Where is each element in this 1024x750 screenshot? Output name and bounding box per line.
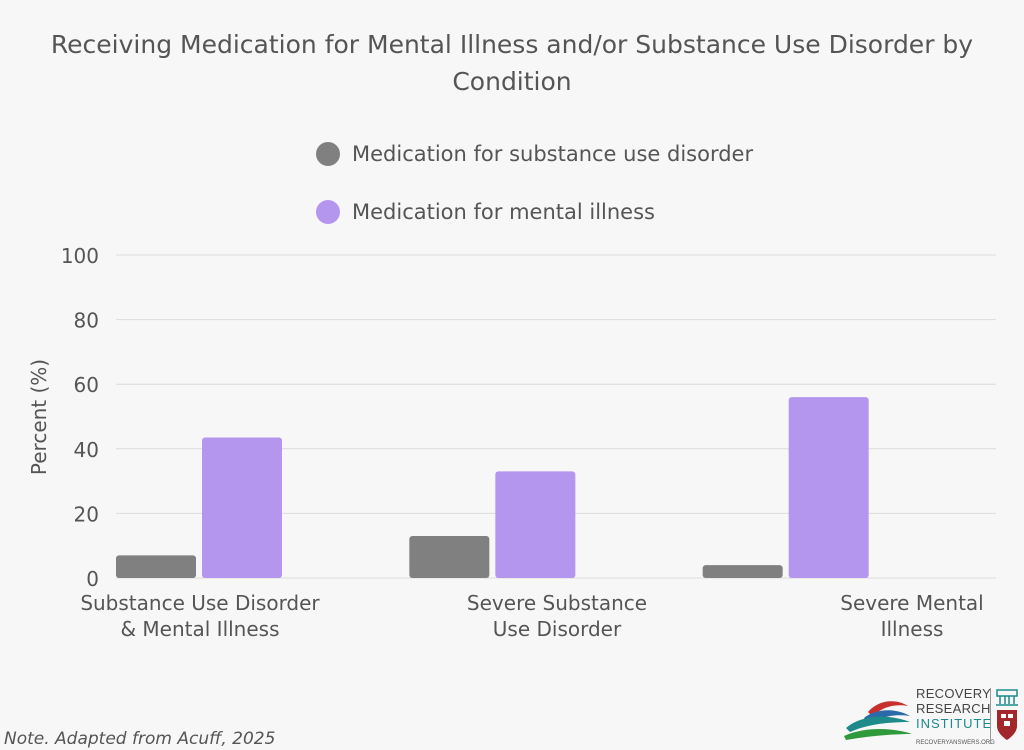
legend-swatch-mi (316, 200, 340, 224)
recovery-research-institute-logo: RECOVERY RESEARCH INSTITUTE RECOVERYANSW… (844, 686, 1022, 748)
legend-item-sud: Medication for substance use disorder (316, 140, 753, 168)
y-axis-label: Percent (%) (27, 359, 51, 475)
institution-shield-icon (996, 689, 1018, 740)
logo-url: RECOVERYANSWERS.ORG (916, 740, 995, 746)
logo-swoosh-icon (844, 701, 912, 740)
bar-mi-2 (788, 397, 869, 578)
logo-swoosh-blue (864, 710, 910, 724)
bar-sud-2 (702, 565, 783, 578)
logo-line-1: RECOVERY (916, 686, 992, 701)
y-tick-label-60: 60 (74, 373, 99, 397)
chart-title: Receiving Medication for Mental Illness … (0, 26, 1024, 100)
logo-swoosh-teal (846, 716, 910, 732)
chart-title-line-1: Receiving Medication for Mental Illness … (50, 30, 974, 59)
x-tick-label-1-line-1: Use Disorder (493, 617, 622, 641)
logo-line-2: RESEARCH (916, 701, 991, 716)
x-tick-label-1-line-0: Severe Substance (467, 591, 647, 615)
bar-sud-0 (116, 555, 196, 578)
logo-swoosh-green (844, 729, 912, 740)
bar-sud-1 (409, 536, 490, 578)
logo-swoosh-red (868, 701, 908, 716)
logo-divider (990, 688, 991, 744)
x-tick-label-2-line-0: Severe Mental (840, 591, 983, 615)
y-tick-label-0: 0 (86, 567, 99, 591)
logo-line-3: INSTITUTE (916, 716, 993, 731)
bar-mi-0 (202, 437, 282, 578)
bar-mi-1 (495, 471, 576, 578)
source-note: Note. Adapted from Acuff, 2025 (4, 729, 276, 749)
x-tick-label-2-line-1: Illness (881, 617, 944, 641)
y-tick-label-20: 20 (74, 502, 99, 526)
x-tick-label-0-line-0: Substance Use Disorder (80, 591, 320, 615)
x-tick-label-0-line-1: & Mental Illness (120, 617, 279, 641)
y-tick-label-40: 40 (74, 438, 99, 462)
y-tick-label-100: 100 (61, 244, 99, 268)
bar-chart: 0 20 40 60 80 100 Percent (%) Substance Use Dis… (27, 244, 996, 641)
legend-swatch-sud (316, 142, 340, 166)
legend: Medication for substance use disorder Me… (316, 140, 753, 256)
legend-label-mi: Medication for mental illness (352, 200, 655, 224)
chart-title-line-2: Condition (452, 67, 572, 96)
y-tick-label-80: 80 (74, 309, 99, 333)
legend-item-mi: Medication for mental illness (316, 198, 753, 226)
logo-text: RECOVERY RESEARCH INSTITUTE (916, 686, 992, 731)
legend-label-sud: Medication for substance use disorder (352, 142, 754, 166)
